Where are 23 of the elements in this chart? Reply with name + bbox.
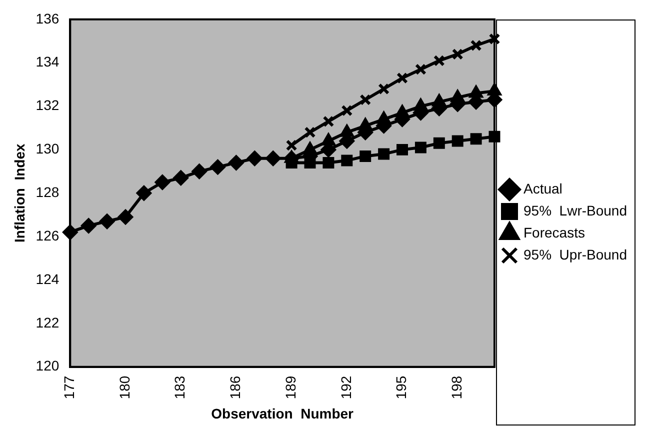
legend-label: Forecasts [523, 224, 585, 240]
y-tick-label: 122 [36, 314, 60, 330]
x-tick-label: 186 [227, 376, 244, 400]
y-axis-title: Inflation Index [11, 144, 28, 243]
y-tick-label: 134 [36, 54, 60, 70]
legend-label: Actual [523, 180, 562, 196]
x-tick-label: 189 [282, 376, 298, 400]
y-tick-label: 128 [36, 184, 60, 200]
y-tick-label: 132 [36, 97, 60, 114]
x-tick-label: 183 [172, 376, 188, 400]
legend-label: 95% Lwr-Bound [523, 202, 628, 218]
y-tick-label: 124 [36, 270, 60, 287]
y-tick-label: 130 [36, 140, 60, 157]
x-axis-title: Observation Number [211, 405, 354, 422]
x-tick-label: 180 [116, 376, 132, 400]
y-tick-label: 126 [36, 227, 60, 244]
legend-label: 95% Upr-Bound [523, 246, 628, 262]
y-tick-label: 120 [36, 358, 60, 374]
x-tick-label: 192 [338, 376, 354, 400]
y-tick-label: 136 [36, 10, 60, 26]
x-tick-label: 198 [448, 376, 464, 400]
x-tick-label: 177 [61, 376, 78, 400]
x-tick-label: 195 [393, 376, 410, 400]
